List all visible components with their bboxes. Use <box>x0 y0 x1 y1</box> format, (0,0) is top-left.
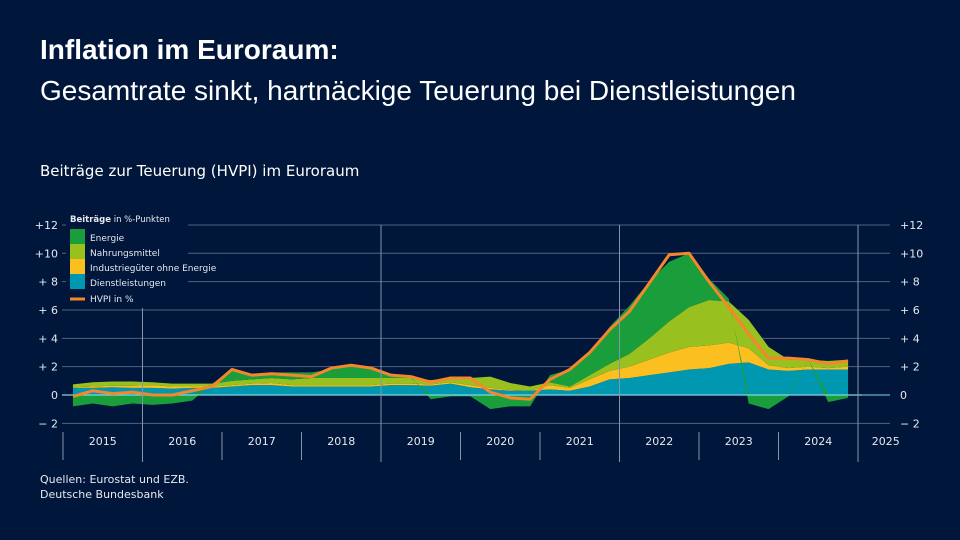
y-tick-label-right: +10 <box>900 247 923 260</box>
y-tick-label-left: + 8 <box>38 276 58 289</box>
sources: Quellen: Eurostat und EZB. Deutsche Bund… <box>40 472 189 502</box>
area-dienstleistungen <box>72 362 849 395</box>
legend-label-hvpi: HVPI in % <box>90 295 134 305</box>
source-line: Quellen: Eurostat und EZB. <box>40 473 189 486</box>
y-tick-label-right: +12 <box>900 219 923 232</box>
x-tick-label: 2022 <box>645 435 673 448</box>
x-tick-label: 2016 <box>168 435 196 448</box>
x-tick-label: 2021 <box>566 435 594 448</box>
y-tick-label-left: + 6 <box>38 304 58 317</box>
y-tick-label-right: + 2 <box>900 361 920 374</box>
legend-bg <box>66 212 188 308</box>
source-line: Deutsche Bundesbank <box>40 488 164 501</box>
legend-label: Dienstleistungen <box>90 279 166 289</box>
legend-swatch-2 <box>70 259 85 274</box>
legend-label: Nahrungsmittel <box>90 249 160 259</box>
legend-label: Energie <box>90 234 125 244</box>
y-tick-label-right: − 2 <box>900 417 920 430</box>
legend-title: Beiträge in %-Punkten <box>70 215 170 225</box>
y-tick-label-left: 0 <box>51 389 58 402</box>
x-tick-label: 2015 <box>89 435 117 448</box>
chart-subtitle: Beiträge zur Teuerung (HVPI) im Euroraum <box>40 162 360 180</box>
legend-swatch-0 <box>70 229 85 244</box>
x-tick-label: 2017 <box>248 435 276 448</box>
area-nahrungsmittel <box>72 300 849 391</box>
title-bold: Inflation im Euroraum: <box>40 34 339 65</box>
area-energie <box>72 253 849 410</box>
y-tick-label-left: +12 <box>35 219 58 232</box>
title: Gesamtrate sinkt, hartnäckige Teuerung b… <box>40 75 796 106</box>
legend-swatch-3 <box>70 274 85 289</box>
y-tick-label-right: + 6 <box>900 304 920 317</box>
y-tick-label-right: + 4 <box>900 332 920 345</box>
y-tick-label-right: + 8 <box>900 276 920 289</box>
y-tick-label-left: + 4 <box>38 332 58 345</box>
x-tick-label: 2018 <box>327 435 355 448</box>
y-tick-label-left: +10 <box>35 247 58 260</box>
area-industriegüter-ohne-energie <box>72 342 849 391</box>
x-tick-label: 2020 <box>486 435 514 448</box>
x-tick-label: 2025 <box>872 435 900 448</box>
y-tick-label-left: + 2 <box>38 361 58 374</box>
x-tick-label: 2023 <box>725 435 753 448</box>
line-hvpi <box>72 251 849 401</box>
y-tick-label-left: − 2 <box>38 417 58 430</box>
x-tick-label: 2019 <box>407 435 435 448</box>
x-tick-label: 2024 <box>804 435 832 448</box>
legend-label: Industriegüter ohne Energie <box>90 264 217 274</box>
y-tick-label-right: 0 <box>900 389 907 402</box>
legend-swatch-1 <box>70 244 85 259</box>
